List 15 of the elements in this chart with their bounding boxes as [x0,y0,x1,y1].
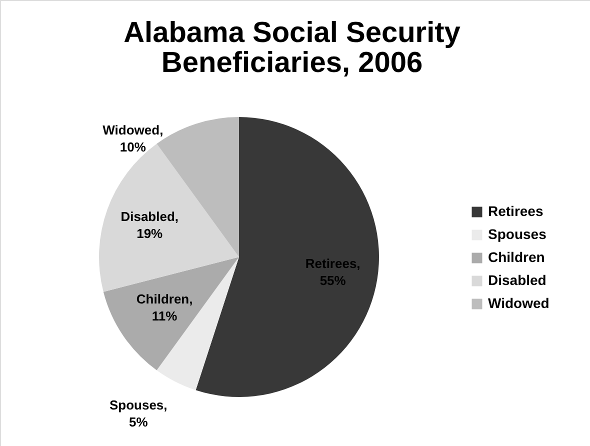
legend-label: Disabled [488,272,546,288]
data-label: Spouses, 5% [109,398,168,430]
pie-slice [103,257,239,370]
legend-label: Retirees [488,203,544,219]
text: Alabama Social Security [124,17,460,49]
legend-label: Spouses [488,226,547,242]
data-label: Disabled, 19% [120,208,179,241]
text: Beneficiaries, 2006 [161,47,423,79]
legend-label: Widowed [488,295,550,311]
data-label: Widowed, 10% [102,122,164,155]
data-label: Children, 11% [136,292,193,324]
pie-slice [196,117,379,397]
pie-slice [99,144,239,292]
data-label: Retirees, 55% [305,256,360,288]
legend-label: Children [488,249,545,265]
